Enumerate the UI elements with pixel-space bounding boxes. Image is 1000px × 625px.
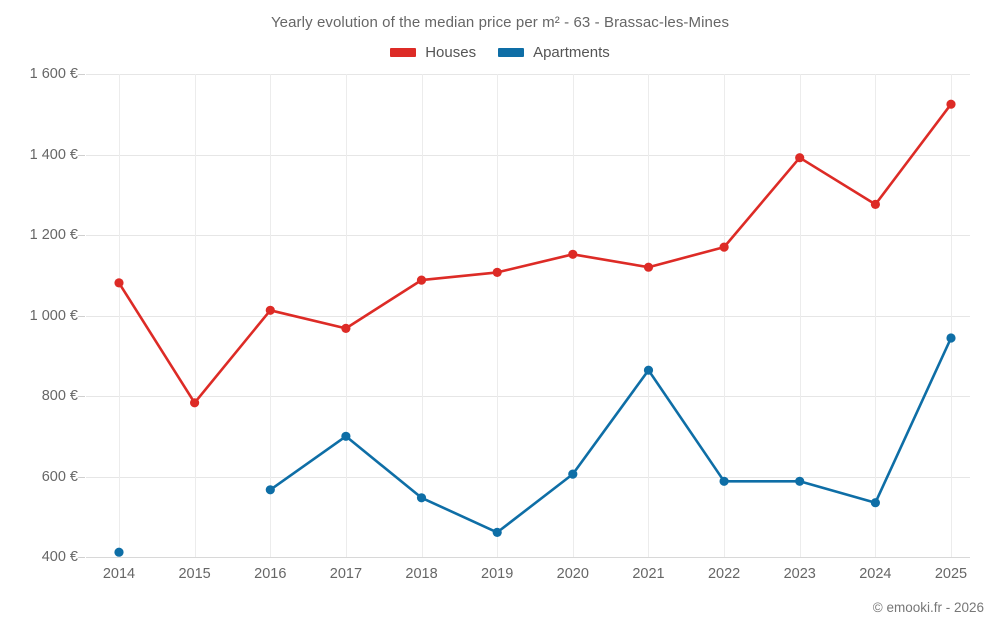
y-axis-tick-mark (78, 315, 85, 317)
legend-item-apartments[interactable]: Apartments (498, 44, 610, 61)
data-point-apartments-2025[interactable] (946, 333, 956, 343)
data-point-apartments-2017[interactable] (341, 431, 351, 441)
x-axis-line (86, 557, 970, 558)
gridline-vertical (194, 74, 196, 558)
x-axis-tick-label: 2018 (405, 566, 438, 582)
x-axis-tick-label: 2014 (102, 566, 136, 582)
data-point-apartments-2014[interactable] (114, 547, 124, 557)
gridline-horizontal (86, 74, 970, 75)
x-axis-tick-label: 2025 (934, 566, 968, 582)
y-axis-tick-label: 1 600 € (29, 66, 78, 82)
data-point-apartments-2024[interactable] (870, 498, 881, 508)
legend-label-houses: Houses (425, 44, 477, 61)
data-point-houses-2015[interactable] (190, 398, 200, 408)
data-point-houses-2020[interactable] (568, 249, 578, 259)
data-point-houses-2019[interactable] (492, 267, 502, 277)
y-axis-tick-label: 400 € (41, 549, 78, 565)
gridline-vertical (497, 74, 499, 558)
gridline-vertical (875, 74, 877, 558)
gridline-vertical (119, 74, 120, 558)
y-axis-tick-mark (78, 476, 85, 478)
x-axis-tick-label: 2021 (632, 566, 665, 582)
data-point-apartments-2023[interactable] (795, 476, 805, 486)
data-point-houses-2025[interactable] (946, 99, 956, 109)
y-axis-tick-mark (78, 235, 85, 236)
series-line-apartments (268, 336, 953, 534)
data-point-houses-2021[interactable] (643, 262, 654, 272)
gridline-vertical (799, 74, 801, 558)
gridline-vertical (270, 74, 272, 558)
y-axis-tick-mark (78, 557, 85, 558)
x-axis-tick-label: 2016 (254, 566, 287, 582)
x-axis-tick-label: 2024 (859, 566, 892, 582)
y-axis-tick-label: 1 200 € (29, 227, 78, 243)
data-point-houses-2022[interactable] (719, 242, 729, 252)
data-point-apartments-2020[interactable] (568, 469, 578, 479)
chart-legend: Houses Apartments (0, 44, 1000, 61)
data-point-apartments-2021[interactable] (643, 365, 654, 375)
gridline-horizontal (86, 396, 970, 397)
legend-label-apartments: Apartments (533, 44, 610, 61)
y-axis-tick-label: 800 € (41, 388, 78, 404)
series-line-houses (117, 102, 953, 405)
data-point-apartments-2022[interactable] (719, 476, 729, 486)
x-axis-tick-label: 2020 (556, 566, 589, 582)
gridline-vertical (648, 74, 650, 558)
data-point-houses-2023[interactable] (795, 153, 805, 163)
credit-text: © emooki.fr - 2026 (872, 600, 984, 615)
y-axis-tick-labels: 400 € 600 € 800 € 1 000 € 1 200 € 1 400 € 1 60… (0, 0, 78, 625)
chart-title: Yearly evolution of the median price per… (270, 14, 730, 31)
gridline-horizontal (86, 154, 970, 156)
data-point-apartments-2016[interactable] (265, 485, 275, 495)
gridline-vertical (572, 74, 574, 558)
x-axis-tick-label: 2022 (707, 566, 741, 582)
gridline-horizontal (86, 476, 970, 478)
gridline-vertical (345, 74, 347, 558)
x-axis-tick-label: 2015 (178, 566, 211, 582)
legend-swatch-houses (390, 48, 417, 57)
x-axis-tick-label: 2017 (329, 566, 363, 582)
data-point-apartments-2018[interactable] (416, 493, 427, 503)
gridline-vertical (724, 74, 726, 558)
y-axis-tick-mark (78, 74, 85, 75)
x-axis-tick-label: 2019 (481, 566, 514, 582)
gridline-vertical (421, 74, 423, 558)
y-axis-tick-label: 1 000 € (29, 307, 78, 324)
data-point-apartments-2019[interactable] (492, 527, 502, 538)
data-point-houses-2017[interactable] (341, 323, 351, 333)
y-axis-tick-label: 600 € (41, 468, 78, 485)
y-axis-tick-mark (78, 396, 85, 397)
data-point-houses-2016[interactable] (265, 305, 275, 315)
y-axis-tick-label: 1 400 € (29, 146, 78, 163)
data-point-houses-2014[interactable] (114, 278, 124, 288)
data-point-houses-2024[interactable] (870, 199, 881, 209)
x-axis-tick-label: 2023 (783, 566, 816, 582)
data-point-houses-2018[interactable] (416, 275, 427, 285)
legend-item-houses[interactable]: Houses (390, 44, 476, 61)
gridline-horizontal (86, 315, 970, 317)
gridline-vertical (951, 74, 952, 558)
legend-swatch-apartments (498, 48, 525, 57)
y-axis-tick-mark (78, 154, 85, 156)
gridline-horizontal (86, 235, 970, 236)
